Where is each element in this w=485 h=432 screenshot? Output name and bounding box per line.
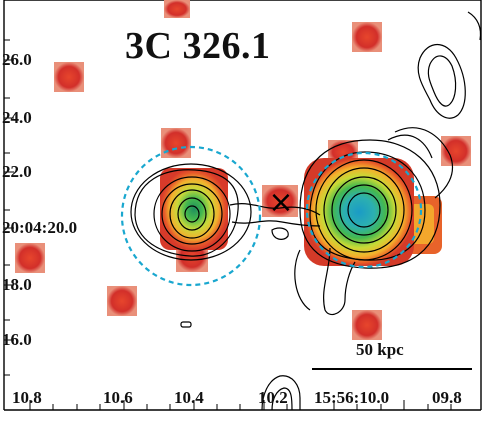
scale-bar-label: 50 kpc xyxy=(356,340,404,359)
x-tick-label: 10.4 xyxy=(174,388,204,407)
x-tick-label: 10.6 xyxy=(103,388,133,407)
x-tick-label: 10.8 xyxy=(12,388,42,407)
position-marker-x-icon: × xyxy=(268,185,293,220)
plot-frame xyxy=(3,0,482,411)
minor-ticks xyxy=(4,39,452,410)
figure-title: 3C 326.1 xyxy=(125,25,271,67)
y-tick-label: 18.0 xyxy=(2,275,32,294)
y-tick-label: 16.0 xyxy=(2,330,32,349)
x-tick-label: 10.2 xyxy=(258,388,288,407)
y-tick-label: 26.0 xyxy=(2,50,32,69)
aperture-circles xyxy=(120,145,423,287)
radio-contours xyxy=(130,11,482,411)
y-tick-label: 20:04:20.0 xyxy=(2,218,78,237)
x-tick-label: 09.8 xyxy=(432,388,462,407)
y-tick-label: 22.0 xyxy=(2,162,32,181)
y-tick-label: 24.0 xyxy=(2,108,32,127)
x-tick-label: 15:56:10.0 xyxy=(314,388,390,407)
left-aperture-circle xyxy=(120,145,262,287)
right-aperture-circle xyxy=(305,151,423,269)
